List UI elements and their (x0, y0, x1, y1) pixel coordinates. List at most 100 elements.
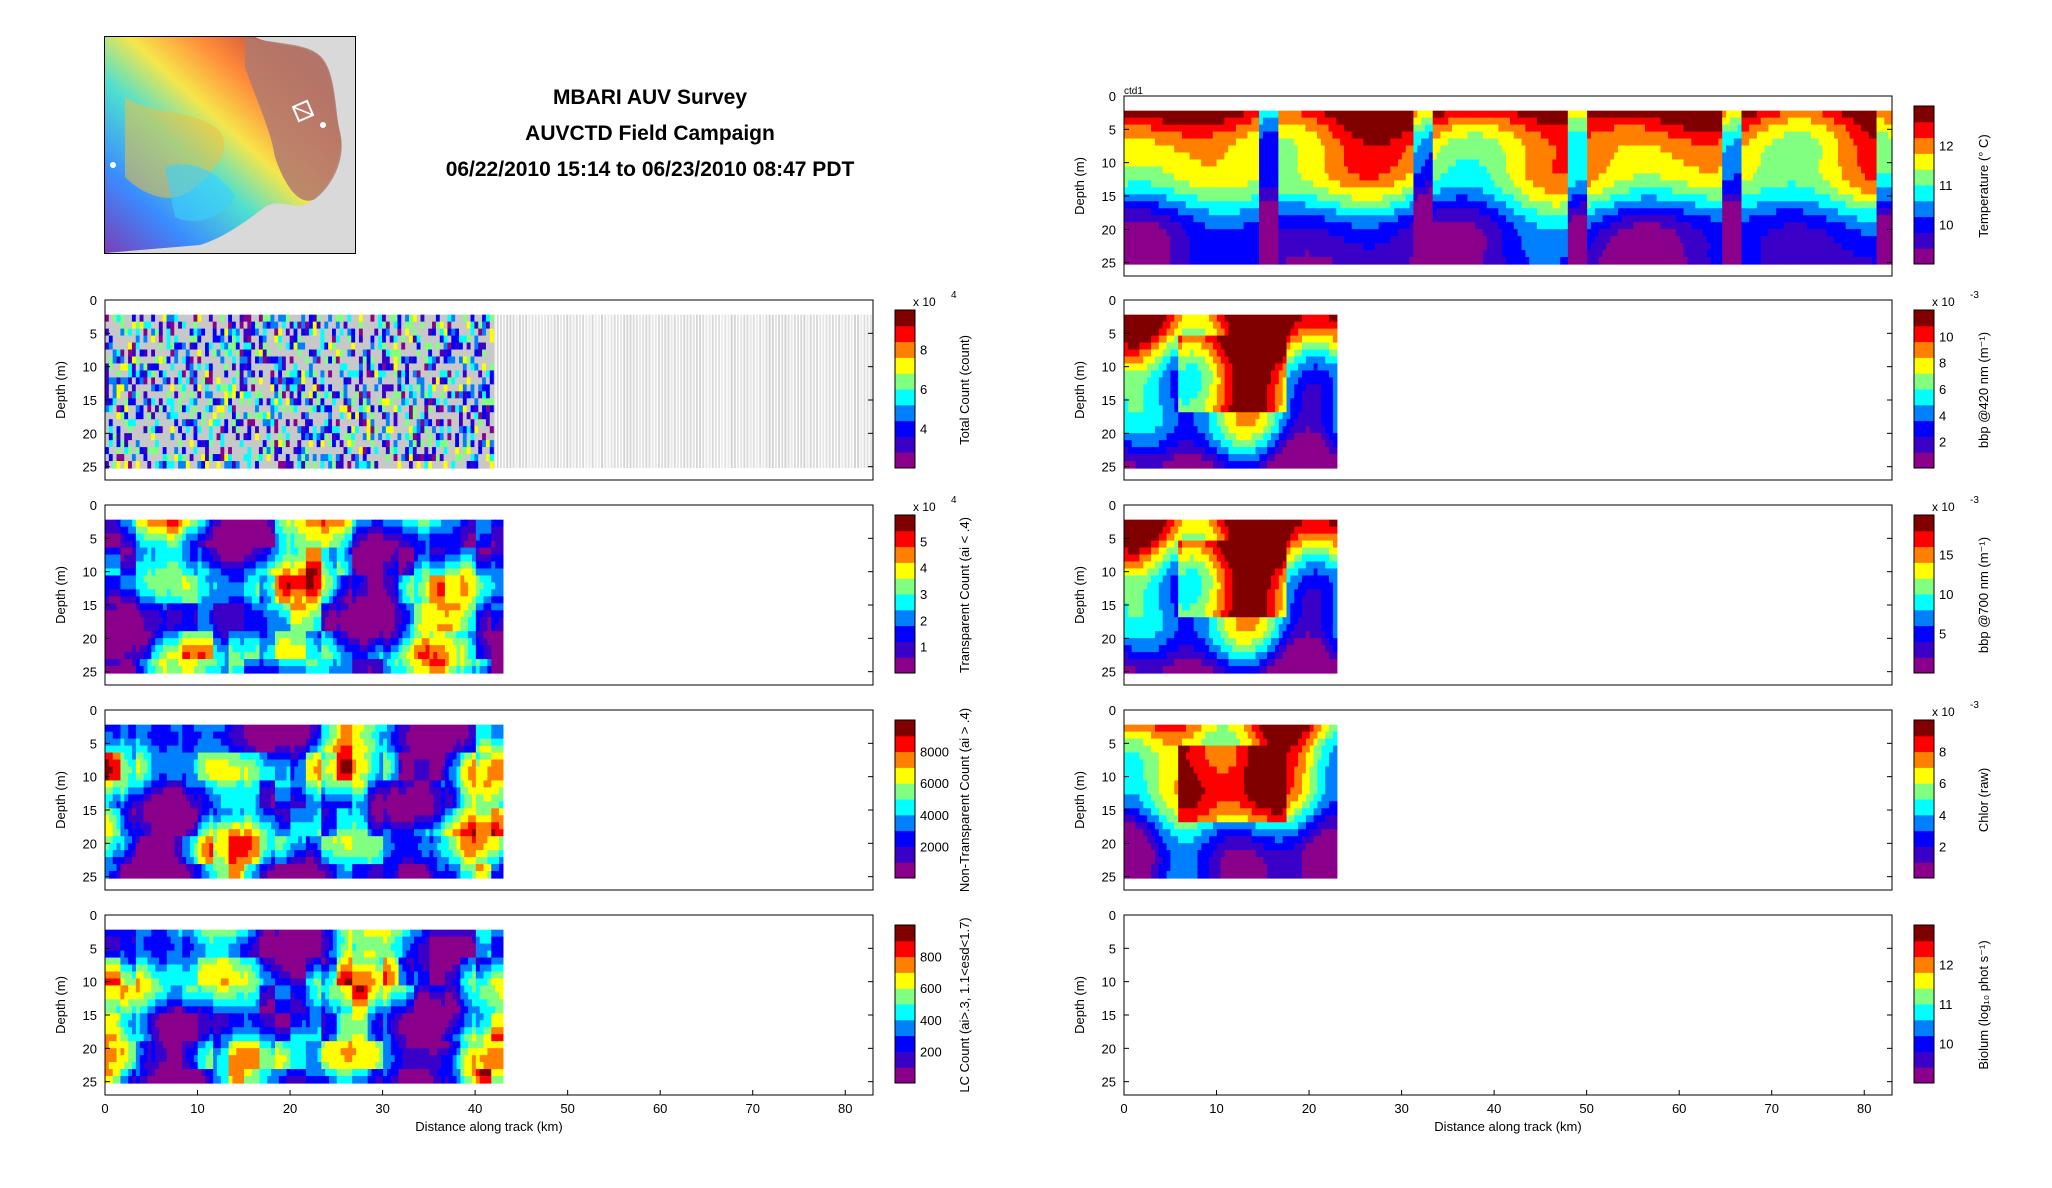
heatmap-cell (491, 659, 495, 667)
heatmap-cell (352, 568, 356, 576)
heatmap-cell (263, 610, 267, 618)
heatmap-cell (209, 315, 213, 323)
heatmap-cell (186, 568, 190, 576)
colorbar-band (895, 586, 915, 590)
heatmap-cell (190, 624, 194, 632)
heatmap-cell (399, 561, 403, 569)
heatmap-cell (205, 624, 209, 632)
heatmap-cell (447, 363, 451, 371)
heatmap-cell (194, 391, 198, 399)
heatmap-cell (167, 370, 171, 378)
heatmap-cell (143, 343, 147, 351)
heatmap-cell (228, 356, 232, 364)
heatmap-cell (105, 575, 109, 583)
heatmap-cell (474, 370, 478, 378)
heatmap-cell (248, 534, 252, 542)
heatmap-cell (421, 315, 425, 323)
heatmap-cell (259, 454, 263, 462)
heatmap-cell (136, 725, 140, 733)
heatmap-cell (301, 363, 305, 371)
heatmap-cell (424, 315, 428, 323)
heatmap-cell (236, 440, 240, 448)
heatmap-cell (132, 659, 136, 667)
heatmap-cell (263, 652, 267, 660)
heatmap-cell (337, 645, 341, 653)
heatmap-cell (136, 808, 140, 816)
heatmap-cell (213, 315, 217, 323)
heatmap-cell (472, 596, 476, 604)
heatmap-cell (198, 534, 202, 542)
heatmap-cell (232, 666, 236, 674)
heatmap-cell (459, 315, 463, 323)
heatmap-cell (386, 336, 390, 344)
heatmap-cell (113, 787, 117, 795)
heatmap-cell (305, 370, 309, 378)
heatmap-cell (171, 541, 175, 549)
heatmap-cell (124, 412, 128, 420)
heatmap-cell (217, 426, 221, 434)
heatmap-cell (240, 645, 244, 653)
heatmap-cell (132, 454, 136, 462)
heatmap-cell (428, 384, 432, 392)
heatmap-cell (286, 461, 290, 469)
heatmap-cell (120, 520, 124, 528)
heatmap-cell (109, 555, 113, 563)
heatmap-cell (432, 343, 436, 351)
heatmap-cell (198, 596, 202, 604)
colorbar-band (895, 641, 915, 645)
heatmap-cell (414, 610, 418, 618)
heatmap-cell (387, 541, 391, 549)
heatmap-cell (341, 603, 345, 611)
heatmap-cell (374, 370, 378, 378)
heatmap-cell (178, 426, 182, 434)
heatmap-cell (248, 555, 252, 563)
trackline-stripe (535, 315, 537, 468)
heatmap-cell (413, 447, 417, 455)
heatmap-cell (190, 645, 194, 653)
heatmap-cell (363, 412, 367, 420)
heatmap-cell (382, 350, 386, 358)
heatmap-cell (495, 603, 499, 611)
heatmap-cell (209, 666, 213, 674)
heatmap-cell (286, 412, 290, 420)
heatmap-cell (159, 343, 163, 351)
heatmap-cell (109, 787, 113, 795)
trackline-stripe (813, 315, 815, 468)
heatmap-cell (113, 815, 117, 823)
heatmap-cell (356, 624, 360, 632)
heatmap-cell (491, 527, 495, 535)
heatmap-cell (444, 350, 448, 358)
heatmap-cell (332, 433, 336, 441)
heatmap-cell (428, 440, 432, 448)
heatmap-cell (109, 398, 113, 406)
heatmap-cell (320, 419, 324, 427)
heatmap-cell (460, 541, 464, 549)
heatmap-cell (459, 336, 463, 344)
heatmap-cell (159, 624, 163, 632)
heatmap-cell (221, 603, 225, 611)
heatmap-cell (144, 766, 148, 774)
heatmap-cell (471, 461, 475, 469)
heatmap-cell (251, 419, 255, 427)
heatmap-cell (487, 596, 491, 604)
heatmap-cell (248, 520, 252, 528)
heatmap-cell (132, 739, 136, 747)
heatmap-cell (178, 645, 182, 653)
heatmap-cell (359, 322, 363, 330)
heatmap-cell (337, 659, 341, 667)
heatmap-cell (197, 329, 201, 337)
heatmap-cell (368, 645, 372, 653)
heatmap-cell (297, 322, 301, 330)
trackline-stripe (573, 315, 575, 468)
heatmap-cell (374, 419, 378, 427)
heatmap-cell (232, 426, 236, 434)
heatmap-cell (236, 433, 240, 441)
heatmap-cell (240, 617, 244, 625)
heatmap-cell (432, 322, 436, 330)
heatmap-cell (302, 631, 306, 639)
heatmap-cell (117, 419, 121, 427)
heatmap-cell (441, 561, 445, 569)
heatmap-cell (224, 363, 228, 371)
heatmap-cell (418, 589, 422, 597)
heatmap-cell (274, 343, 278, 351)
